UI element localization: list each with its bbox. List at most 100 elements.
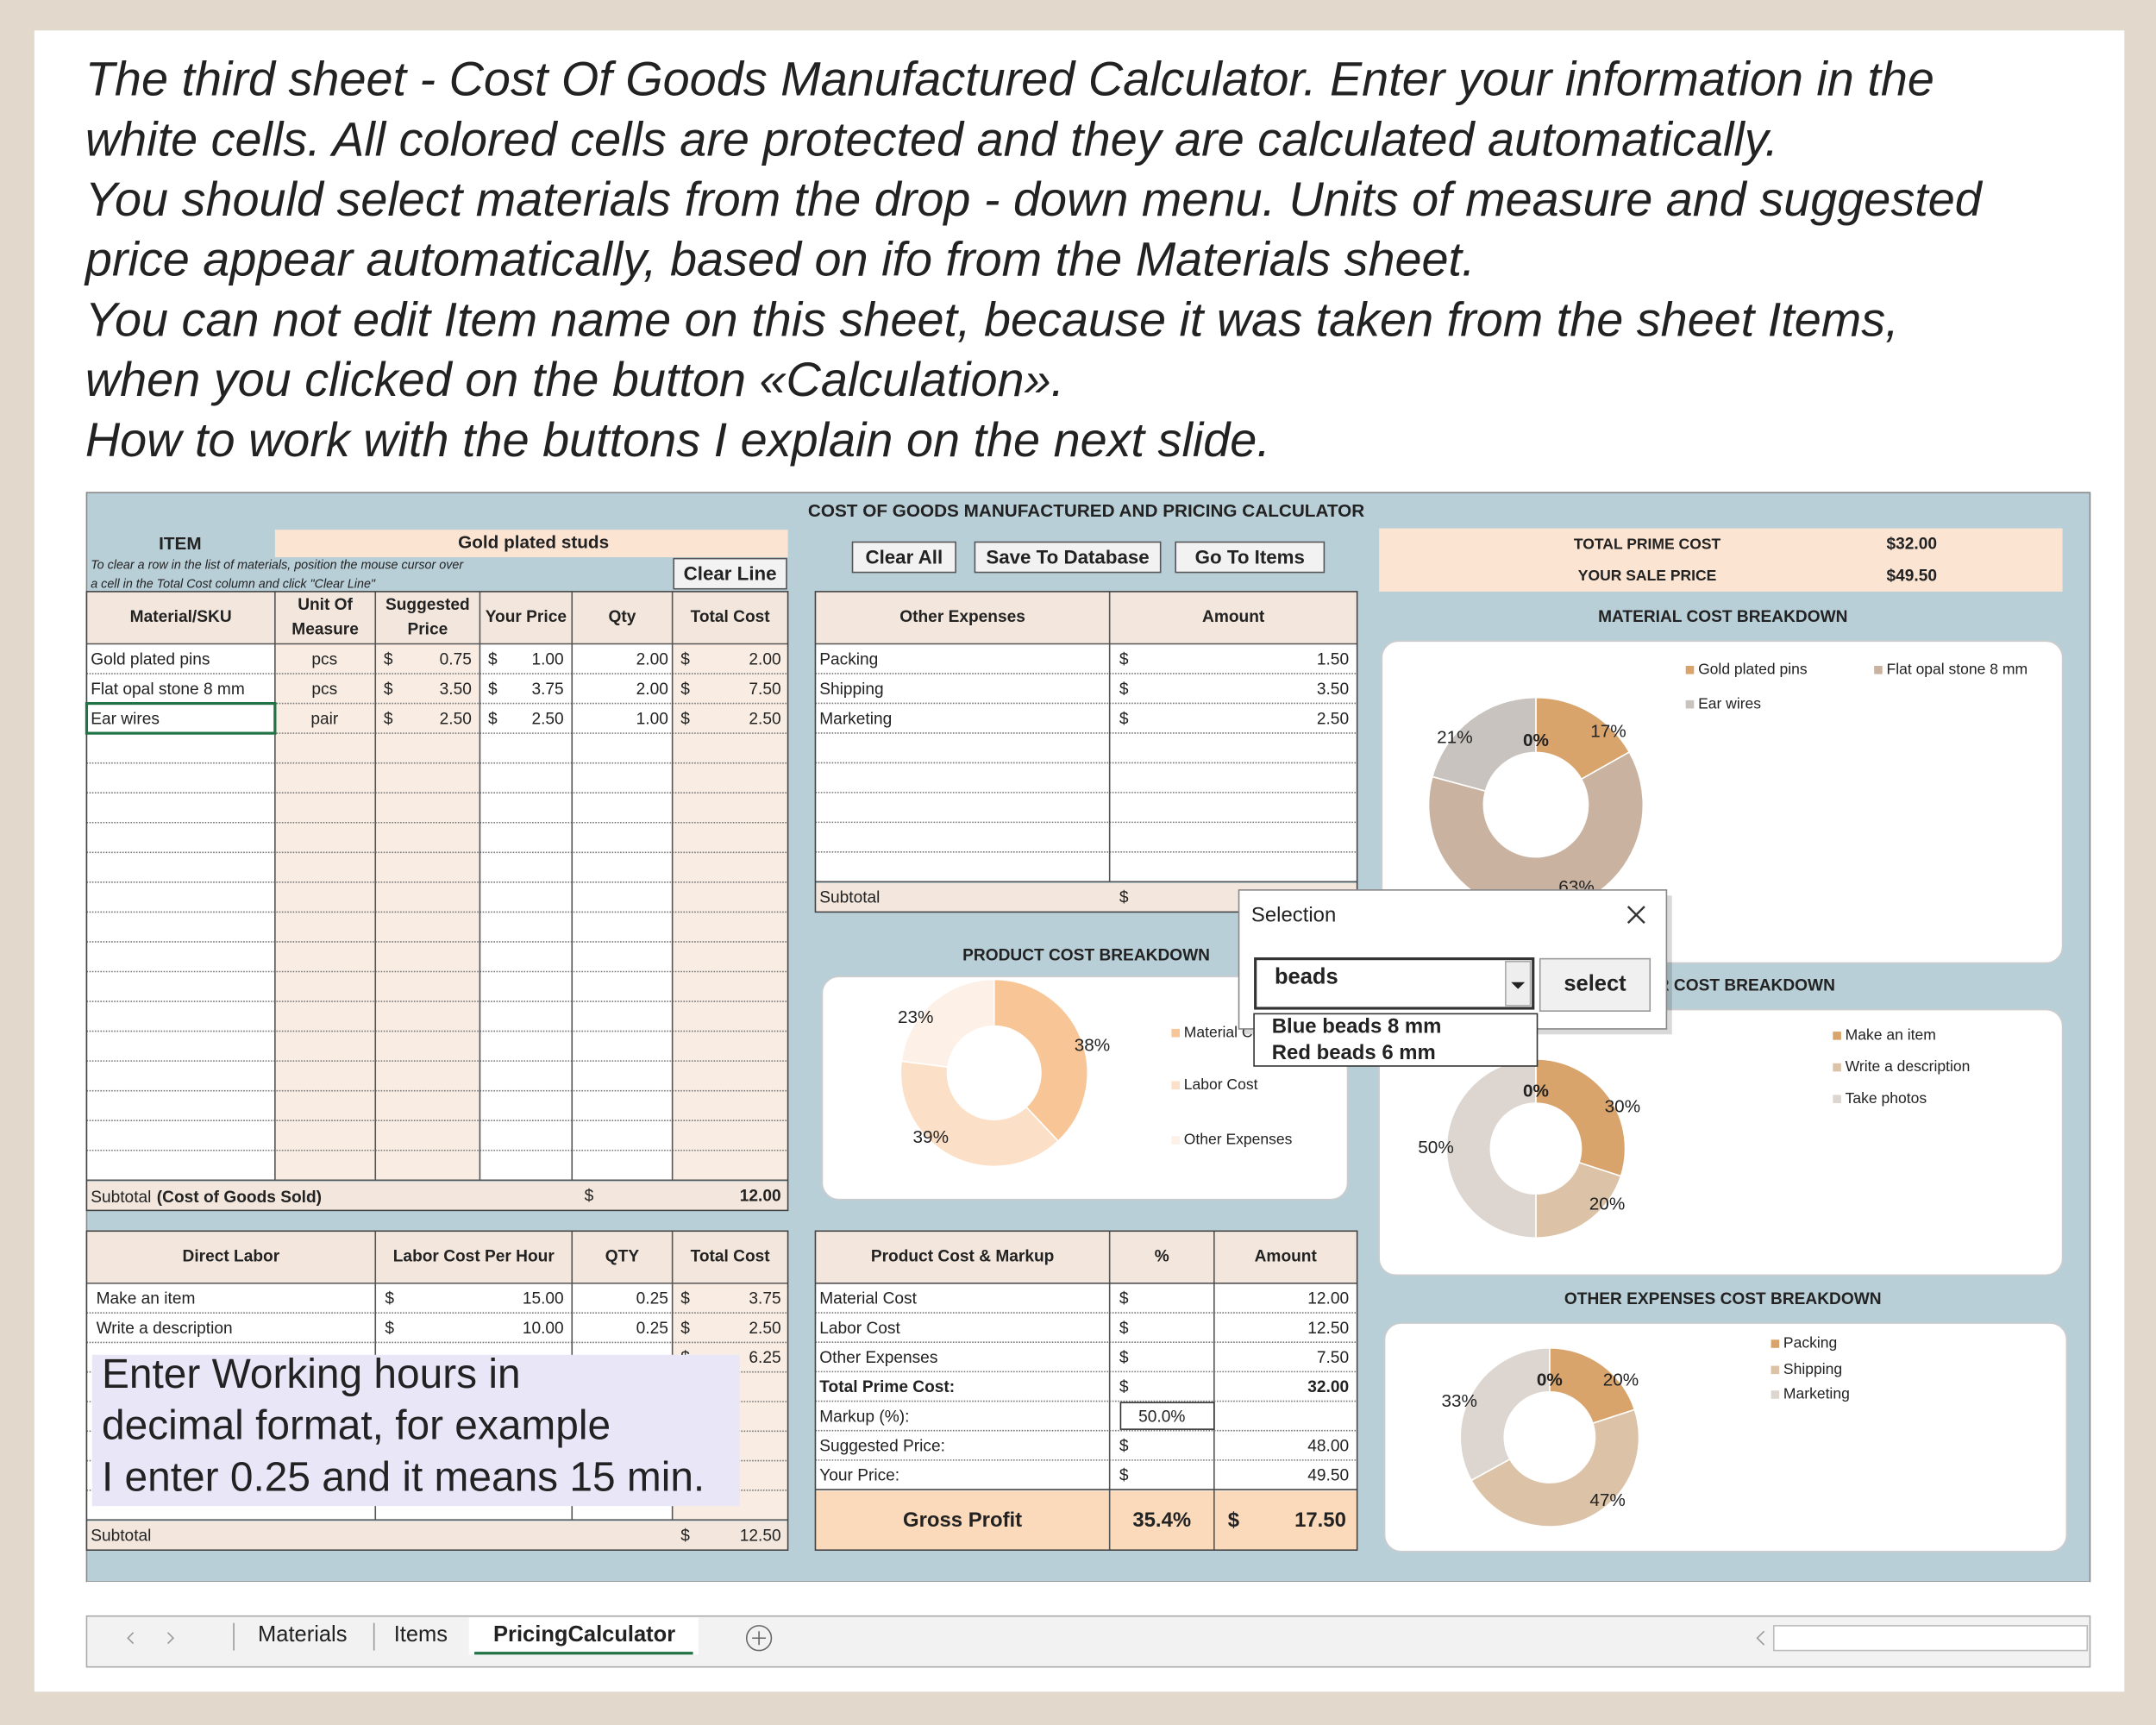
suggested-price: 3.50	[440, 681, 472, 699]
donut-slice	[1470, 1408, 1640, 1527]
slice-label: 20%	[1603, 1371, 1639, 1390]
sheet-tab[interactable]: Materials	[258, 1622, 347, 1647]
markup-cell	[1119, 1402, 1215, 1430]
header-row	[86, 591, 788, 644]
legend-marker	[1771, 1339, 1780, 1348]
subtotal-label: Subtotal	[819, 889, 880, 907]
donut-slice	[900, 978, 995, 1069]
slice-label: 0%	[1523, 731, 1549, 750]
sheet-tab[interactable]: PricingCalculator	[493, 1622, 675, 1647]
subtotal-note: (Cost of Goods Sold)	[157, 1189, 322, 1207]
currency: $	[585, 1187, 594, 1205]
column-body	[479, 643, 573, 1181]
subtotal-label: Subtotal	[91, 1189, 151, 1207]
subtotal-label: Subtotal	[91, 1527, 151, 1545]
subtotal-label: Subtotal (Cost of Goods Sold)	[91, 1189, 322, 1207]
button[interactable]	[673, 557, 787, 590]
button-label[interactable]: Clear All	[865, 547, 943, 568]
dialog-input[interactable]	[1254, 957, 1535, 1010]
note-line: decimal format, for example	[102, 1403, 611, 1449]
column-header: Material/SKU	[130, 608, 232, 626]
legend-entry: Shipping	[1783, 1360, 1842, 1377]
labor-qty: 0.25	[636, 1320, 668, 1338]
cost-label: Your Price:	[819, 1467, 899, 1485]
legend-marker	[1685, 699, 1695, 709]
button-label[interactable]: Clear Line	[684, 563, 777, 585]
dropdown-option[interactable]: Blue beads 8 mm	[1272, 1015, 1442, 1038]
donut-slice	[1535, 696, 1631, 781]
unit: pcs	[311, 681, 337, 699]
legend-marker	[1171, 1028, 1180, 1038]
cost-amount: 12.50	[1307, 1320, 1349, 1338]
button[interactable]	[974, 541, 1162, 574]
note-box	[91, 1354, 740, 1507]
donut-slice	[1535, 1161, 1622, 1239]
legend-entry: Flat opal stone 8 mm	[1887, 660, 2028, 677]
table-border	[85, 591, 789, 1212]
donut-slice	[993, 978, 1088, 1143]
legend-entry: Take photos	[1846, 1089, 1927, 1107]
dialog-input-text[interactable]: beads	[1275, 965, 1338, 989]
legend-entry: Other Expenses	[1184, 1131, 1293, 1148]
chart-title: PRODUCT COST BREAKDOWN	[962, 946, 1210, 964]
currency: $	[1119, 1467, 1129, 1485]
subtotal-row	[86, 1521, 788, 1551]
currency: $	[680, 1527, 690, 1545]
column-header: Total Cost	[691, 608, 771, 626]
hint: To clear a row in the list of materials,…	[91, 558, 464, 572]
dialog-close[interactable]	[1626, 906, 1645, 924]
currency: $	[1119, 1378, 1129, 1396]
currency: $	[680, 1320, 690, 1338]
currency: $	[1119, 650, 1129, 668]
column-header: Unit Of	[298, 596, 353, 614]
select-label[interactable]: select	[1564, 972, 1626, 996]
summary-box	[1379, 528, 2063, 592]
slice-label: 38%	[1075, 1035, 1110, 1055]
currency: $	[1119, 710, 1129, 728]
legend-entry: Make an item	[1846, 1026, 1936, 1044]
slice-label: 23%	[898, 1007, 933, 1027]
slice-label: 21%	[1437, 727, 1472, 747]
legend-entry: Gold plated pins	[1698, 660, 1808, 677]
instruction-line: You should select materials from the dro…	[85, 172, 1984, 226]
note-line: Enter Working hours in	[102, 1352, 521, 1397]
your-price: 2.50	[531, 710, 563, 728]
add-sheet[interactable]	[745, 1625, 773, 1652]
legend-entry: Labor Cost	[1184, 1076, 1258, 1093]
legend-marker	[1833, 1095, 1841, 1104]
item-cell	[274, 530, 788, 558]
currency: $	[384, 650, 393, 668]
total-cost: 2.00	[749, 650, 780, 668]
slice-label: 47%	[1589, 1490, 1625, 1510]
currency: $	[1119, 889, 1129, 907]
subtotal-value: 12.00	[740, 1187, 781, 1205]
button[interactable]	[851, 541, 956, 574]
button[interactable]	[1175, 541, 1326, 574]
dropdown-option[interactable]: Red beads 6 mm	[1272, 1041, 1436, 1064]
slice-label: 39%	[913, 1127, 949, 1147]
column-header: Total Cost	[691, 1248, 771, 1266]
donut-slice	[1549, 1347, 1636, 1425]
button-label[interactable]: Go To Items	[1195, 547, 1305, 568]
summary-label: YOUR SALE PRICE	[1578, 567, 1717, 584]
header-row	[815, 591, 1357, 644]
selected-cell	[85, 701, 277, 735]
select-button[interactable]	[1539, 957, 1651, 1012]
labor-total: 6.25	[749, 1349, 780, 1367]
slice-label: 33%	[1441, 1391, 1476, 1411]
column-header: Amount	[1255, 1248, 1318, 1266]
chart-title: MATERIAL COST BREAKDOWN	[1598, 608, 1847, 626]
currency: $	[1228, 1509, 1239, 1532]
currency: $	[1119, 681, 1129, 699]
tab-bar	[85, 1615, 2091, 1668]
column-body	[572, 643, 673, 1181]
cost-label: Markup (%):	[819, 1408, 909, 1426]
column-header: Qty	[609, 608, 636, 626]
button-label[interactable]: Save To Database	[986, 547, 1149, 568]
sheet-tab[interactable]: Items	[394, 1622, 448, 1647]
sheet-blank	[86, 1581, 2090, 1616]
cost-amount: 12.00	[1307, 1290, 1349, 1308]
item-label: ITEM	[159, 534, 202, 554]
chart-title: OTHER EXPENSES COST BREAKDOWN	[1564, 1290, 1882, 1308]
